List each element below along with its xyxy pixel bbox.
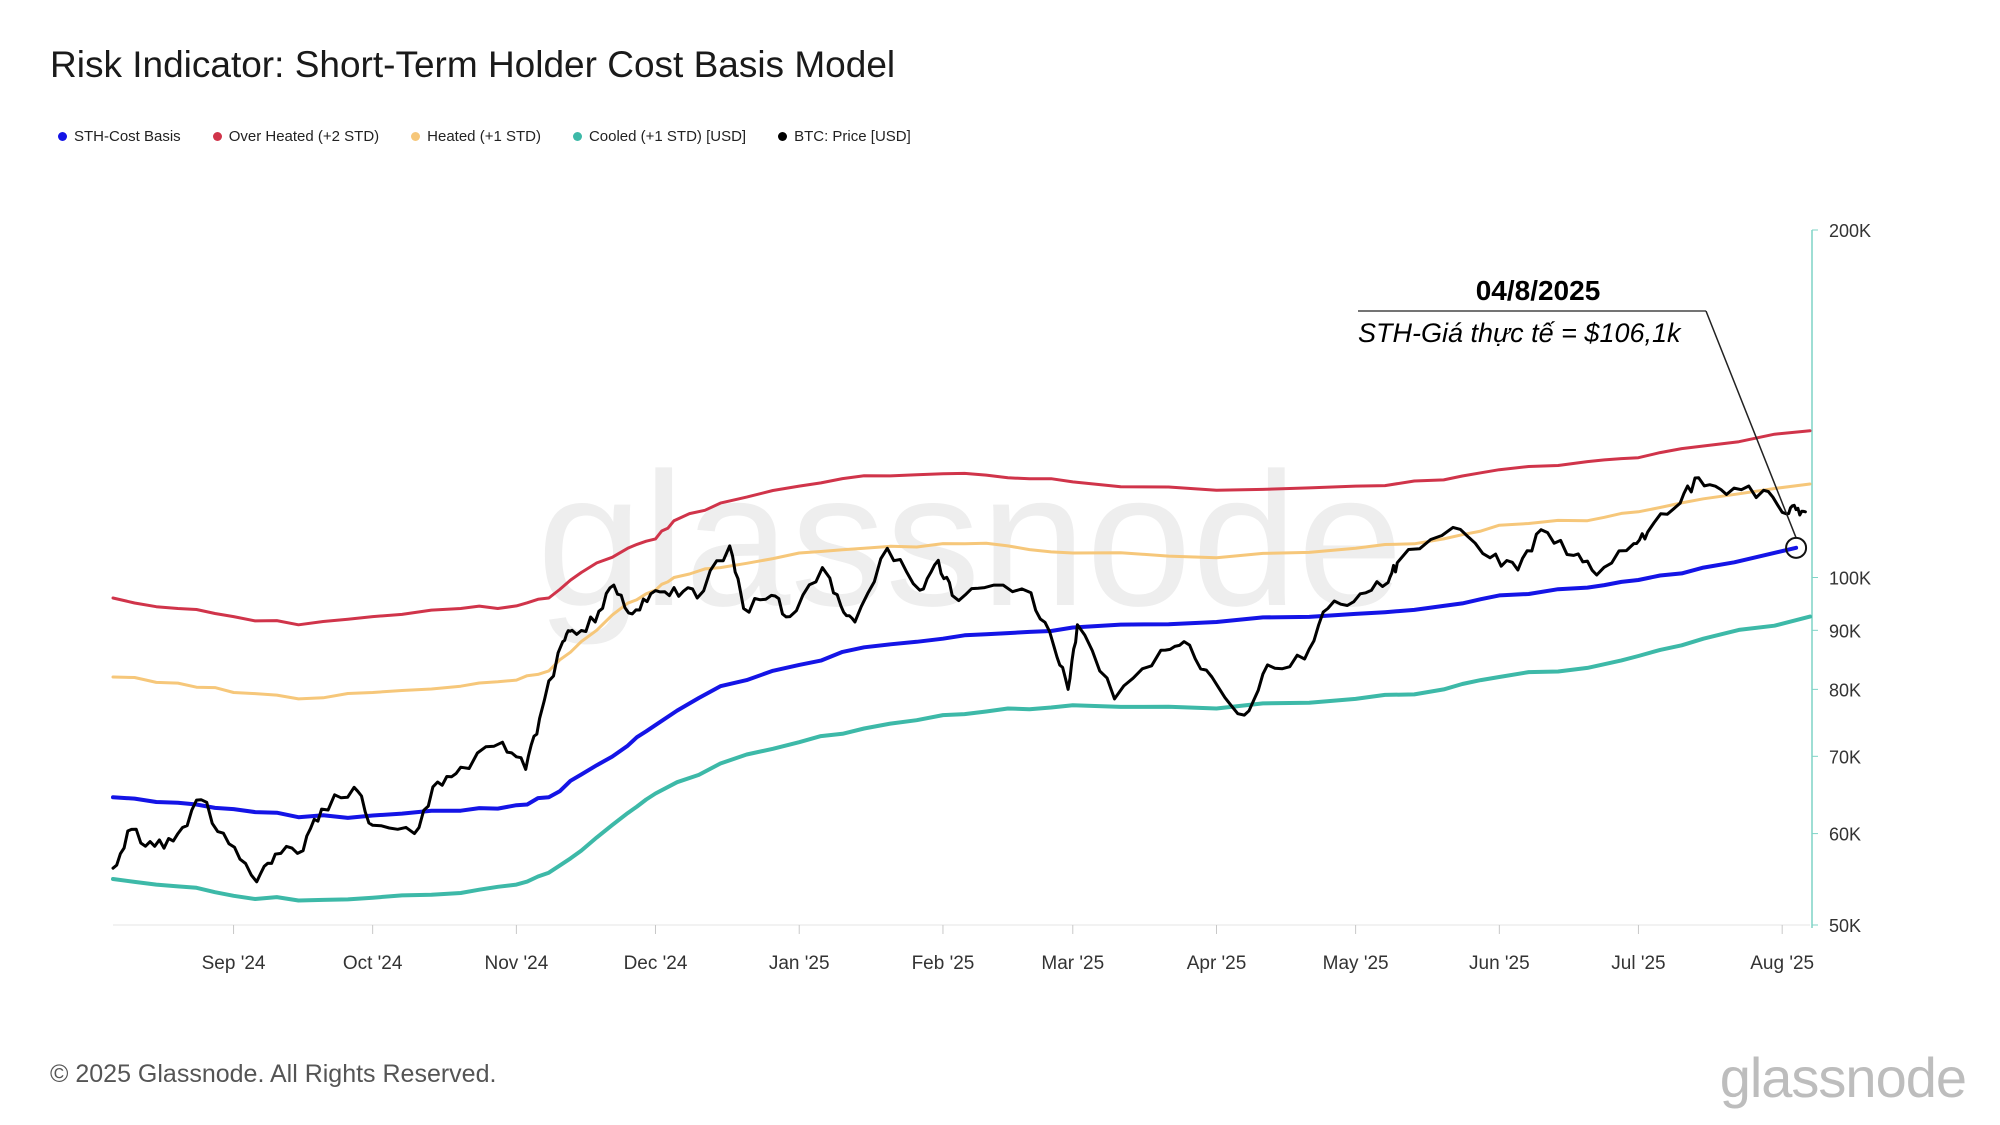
y-tick-label: 80K [1829, 680, 1861, 700]
y-tick-label: 90K [1829, 621, 1861, 641]
annotation-text: STH-Giá thực tế = $106,1k [1358, 318, 1682, 348]
annotation-marker [1785, 536, 1808, 559]
annotation-date: 04/8/2025 [1476, 275, 1601, 306]
x-tick-label: Aug '25 [1750, 953, 1814, 974]
y-tick-label: 60K [1829, 825, 1861, 845]
series-line-sth-cost-basis [111, 545, 1799, 820]
y-tick-label: 100K [1829, 569, 1871, 589]
series-line-heated-1-std [111, 482, 1812, 701]
annotation: 04/8/2025 STH-Giá thực tế = $106,1k [1358, 275, 1808, 559]
y-tick-label: 200K [1829, 221, 1871, 241]
x-tick-label: Oct '24 [343, 953, 403, 974]
watermark-text: glassnode [537, 434, 1403, 646]
x-tick-label: Apr '25 [1187, 953, 1247, 974]
series-line-cooled-1-std-usd [111, 614, 1812, 903]
y-tick-label: 70K [1829, 747, 1861, 767]
legend-label: Cooled (+1 STD) [USD] [588, 128, 747, 145]
series-line-over-heated-2-std [111, 429, 1812, 627]
x-tick-label: Sep '24 [202, 953, 266, 974]
legend-item-sth-cost-basis[interactable]: STH-Cost Basis [58, 128, 181, 145]
x-tick-label: Feb '25 [912, 953, 975, 974]
legend-label: Heated (+1 STD) [427, 128, 541, 145]
series-layer [111, 429, 1812, 903]
page-title: Risk Indicator: Short-Term Holder Cost B… [50, 44, 896, 85]
legend-dot-icon [572, 132, 582, 141]
legend-item-heated[interactable]: Heated (+1 STD) [411, 128, 541, 145]
legend-dot-icon [58, 132, 67, 141]
x-tick-label: May '25 [1323, 953, 1389, 974]
annotation-pointer-line [1705, 310, 1797, 539]
series-line-btc-price-usd [111, 476, 1807, 884]
glassnode-logo[interactable]: glassnode [1719, 1046, 1967, 1109]
legend-dot-icon [411, 132, 421, 141]
grid-layer [113, 230, 1813, 928]
axis-layer: Sep '24 Oct '24 Nov '24 Dec '24 Jan '25 Feb '… [202, 221, 1871, 974]
legend-dot-icon [212, 132, 222, 141]
legend-item-cooled[interactable]: Cooled (+1 STD) [USD] [572, 128, 747, 145]
legend-item-over-heated[interactable]: Over Heated (+2 STD) [212, 128, 380, 145]
footer-copyright: © 2025 Glassnode. All Rights Reserved. [50, 1060, 497, 1088]
x-tick-label: Jan '25 [769, 953, 830, 974]
legend-label: BTC: Price [USD] [794, 128, 911, 145]
y-tick-label: 50K [1829, 916, 1861, 936]
legend-item-btc-price[interactable]: BTC: Price [USD] [778, 128, 911, 145]
x-tick-label: Mar '25 [1041, 953, 1104, 974]
x-tick-label: Jul '25 [1611, 953, 1665, 974]
legend-label: STH-Cost Basis [74, 128, 181, 145]
legend-dot-icon [778, 132, 788, 141]
x-tick-label: Dec '24 [624, 953, 688, 974]
x-tick-label: Nov '24 [484, 953, 548, 974]
x-tick-label: Jun '25 [1469, 953, 1530, 974]
legend-label: Over Heated (+2 STD) [228, 128, 380, 145]
legend: STH-Cost Basis Over Heated (+2 STD) Heat… [58, 128, 943, 145]
